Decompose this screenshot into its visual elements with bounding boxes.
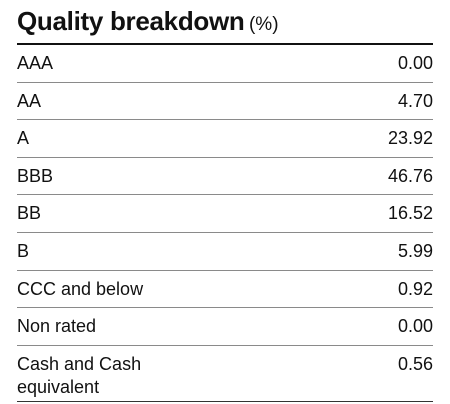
table-row: AAA 0.00 xyxy=(17,45,433,83)
rating-label: Cash and Cash equivalent xyxy=(17,353,142,397)
title: Quality breakdown xyxy=(17,6,245,36)
rating-value: 0.56 xyxy=(397,353,433,374)
rating-value: 0.92 xyxy=(397,278,433,299)
table-row: BBB 46.76 xyxy=(17,158,433,196)
table-row: Cash and Cash equivalent 0.56 xyxy=(17,346,433,402)
rating-label: AA xyxy=(17,90,42,111)
table-row: B 5.99 xyxy=(17,233,433,271)
rating-label: A xyxy=(17,128,30,149)
quality-table: Quality breakdown (%) AAA 0.00 AA 4.70 A 23.9… xyxy=(17,0,433,402)
rating-value: 4.70 xyxy=(397,90,433,111)
unit: (%) xyxy=(248,14,279,35)
rows: AAA 0.00 AA 4.70 A 23.92 BBB 46.76 BB 16.52 B 5.99 C… xyxy=(17,45,433,402)
table-row: Non rated 0.00 xyxy=(17,308,433,346)
rating-label: B xyxy=(17,240,30,261)
rating-value: 16.52 xyxy=(387,203,433,224)
rating-label: BB xyxy=(17,203,42,224)
rating-value: 23.92 xyxy=(387,128,433,149)
table-row: AA 4.70 xyxy=(17,83,433,121)
rating-label: BBB xyxy=(17,165,54,186)
rating-value: 0.00 xyxy=(397,53,433,73)
rating-label: Non rated xyxy=(17,316,97,337)
table-row: BB 16.52 xyxy=(17,195,433,233)
rating-value: 5.99 xyxy=(397,240,433,261)
rating-value: 0.00 xyxy=(397,316,433,337)
rating-label: AAA xyxy=(17,53,54,73)
table-row: CCC and below 0.92 xyxy=(17,271,433,309)
header: Quality breakdown (%) xyxy=(17,0,433,45)
rating-value: 46.76 xyxy=(387,165,433,186)
table-row: A 23.92 xyxy=(17,120,433,158)
rating-label: CCC and below xyxy=(17,278,144,299)
